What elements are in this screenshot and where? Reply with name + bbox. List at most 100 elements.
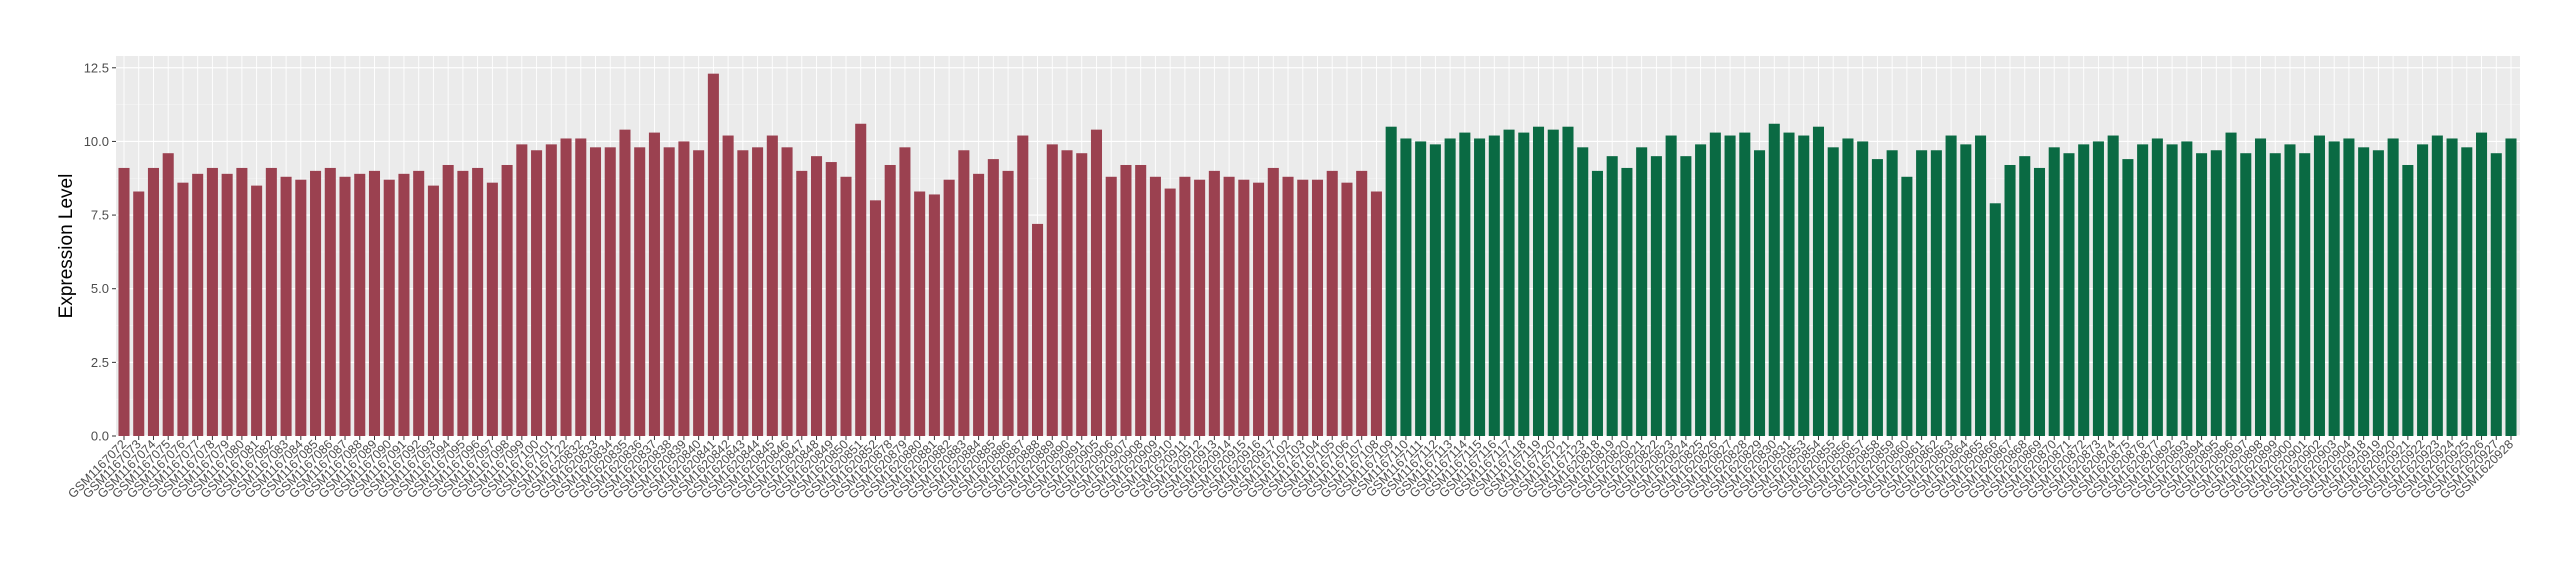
bar <box>869 200 881 436</box>
bar <box>1017 135 1029 436</box>
bar <box>133 191 145 436</box>
bar <box>1621 167 1633 436</box>
bar <box>722 135 734 436</box>
bar <box>1650 156 1662 436</box>
bar <box>1311 179 1324 436</box>
bar <box>1090 129 1103 436</box>
bar <box>943 179 955 436</box>
bar <box>2019 156 2031 436</box>
bar <box>1532 126 1545 436</box>
bar <box>648 132 660 436</box>
bar <box>398 173 410 436</box>
bar <box>236 167 248 436</box>
x-axis: GSM1167072GSM1167073GSM1167074GSM1167075… <box>65 436 2516 502</box>
y-axis-title: Expression Level <box>56 174 77 319</box>
bar <box>1385 126 1397 436</box>
bar <box>884 164 896 437</box>
bar <box>1886 150 1898 436</box>
bar <box>1002 170 1014 436</box>
y-tick-label: 10.0 <box>84 134 109 149</box>
bar <box>295 179 307 436</box>
bar <box>2122 159 2134 436</box>
bar <box>796 170 808 436</box>
bar <box>192 173 204 436</box>
bar <box>1503 129 1515 436</box>
bar <box>1032 223 1044 436</box>
bar <box>2181 141 2193 436</box>
bar <box>1916 150 1928 436</box>
bar <box>1960 144 1972 436</box>
bar <box>1562 126 1574 436</box>
bar <box>2269 153 2281 436</box>
bar <box>1429 144 1441 436</box>
bar <box>1709 132 1721 436</box>
bar <box>1459 132 1471 436</box>
y-tick-label: 12.5 <box>84 60 109 75</box>
bar <box>1208 170 1220 436</box>
bar <box>634 147 646 436</box>
bar <box>2137 144 2149 436</box>
bar <box>1297 179 1309 436</box>
bar <box>1577 147 1589 436</box>
bar <box>1474 138 1486 437</box>
bar <box>545 144 557 436</box>
bar <box>1768 123 1780 436</box>
bar <box>516 144 528 436</box>
bar <box>2328 141 2340 436</box>
bar <box>825 162 837 437</box>
bar <box>1253 182 1265 436</box>
bar <box>1798 135 1810 436</box>
bar <box>265 167 277 436</box>
bar <box>589 147 602 436</box>
bar <box>1606 156 1618 436</box>
bar <box>1164 188 1176 436</box>
bar <box>1415 141 1427 436</box>
bar <box>2078 144 2090 436</box>
bar <box>2431 135 2443 436</box>
bar <box>1194 179 1206 436</box>
bar <box>1061 150 1073 436</box>
bar <box>147 167 159 436</box>
bar <box>162 153 174 436</box>
bar <box>1105 176 1117 436</box>
bar <box>1370 191 1382 436</box>
bar <box>766 135 778 436</box>
bar <box>1326 170 1338 436</box>
bar <box>1282 176 1294 436</box>
bar <box>928 194 940 436</box>
bar <box>781 147 793 436</box>
y-tick-label: 0.0 <box>91 429 109 444</box>
bar <box>1636 147 1648 436</box>
bar <box>840 176 852 436</box>
bar <box>855 123 867 436</box>
bar <box>619 129 631 436</box>
bar <box>1842 138 1854 437</box>
bar <box>2240 153 2252 436</box>
bar <box>472 167 484 436</box>
bar <box>2461 147 2473 436</box>
bar <box>1179 176 1191 436</box>
y-tick-label: 5.0 <box>91 281 109 296</box>
bar <box>413 170 425 436</box>
bar <box>354 173 366 436</box>
bar <box>1223 176 1235 436</box>
bar <box>575 138 587 437</box>
bar <box>251 185 263 436</box>
bar <box>737 150 749 436</box>
bar <box>811 156 823 436</box>
bar <box>2505 138 2517 437</box>
bar <box>1930 150 1942 436</box>
bar <box>1120 164 1132 437</box>
bar <box>2358 147 2370 436</box>
bar <box>427 185 439 436</box>
bar <box>1871 159 1883 436</box>
bar <box>2151 138 2163 437</box>
bar <box>2284 144 2296 436</box>
bar <box>1149 176 1161 436</box>
bar <box>1975 135 1987 436</box>
bar <box>2417 144 2429 436</box>
y-tick-label: 2.5 <box>91 355 109 370</box>
bar <box>280 176 292 436</box>
bar <box>1547 129 1559 436</box>
